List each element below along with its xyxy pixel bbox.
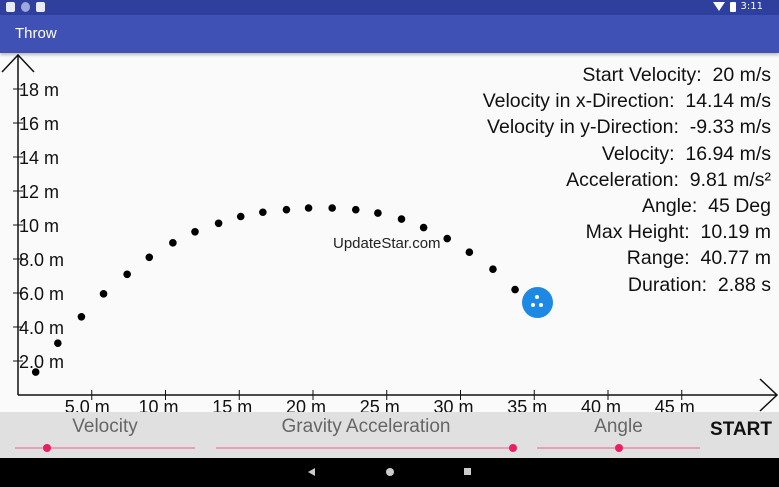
ball-dot bbox=[534, 294, 539, 299]
sim-icon bbox=[36, 2, 45, 12]
x-axis-arrow bbox=[759, 378, 779, 412]
x-tick-label: 15 m bbox=[212, 397, 252, 412]
info-velocity: Velocity: 16.94 m/s bbox=[601, 142, 771, 165]
navigation-bar bbox=[0, 458, 779, 487]
app-title: Throw bbox=[15, 25, 57, 42]
home-icon[interactable] bbox=[386, 468, 394, 476]
trajectory-point bbox=[54, 339, 62, 347]
notification-icon bbox=[6, 2, 15, 12]
watermark-text: UpdateStar.com bbox=[333, 235, 441, 252]
sync-icon bbox=[21, 2, 30, 12]
ball-dot bbox=[530, 302, 535, 307]
trajectory-point bbox=[511, 285, 519, 294]
x-tick-label: 10 m bbox=[139, 397, 179, 412]
angle-slider-thumb[interactable] bbox=[614, 444, 623, 452]
x-tick-label: 30 m bbox=[434, 397, 474, 412]
trajectory-point bbox=[397, 215, 406, 223]
app-bar: Throw bbox=[0, 15, 779, 53]
y-tick-label: 12 m bbox=[19, 182, 59, 202]
y-tick-label: 2.0 m bbox=[19, 352, 64, 372]
trajectory-point bbox=[465, 248, 474, 256]
angle-label: Angle bbox=[594, 416, 643, 437]
trajectory-point bbox=[443, 234, 452, 243]
plot-canvas: 5.0 m 10 m 15 m 20 m 25 m 30 m 35 m 40 m 45 m 2.0… bbox=[0, 53, 779, 412]
wifi-icon bbox=[712, 2, 725, 11]
status-bar: 3:11 bbox=[0, 0, 779, 15]
back-icon[interactable] bbox=[308, 468, 315, 476]
trajectory-point bbox=[214, 219, 223, 228]
info-duration: Duration: 2.88 s bbox=[627, 273, 771, 296]
x-tick-label: 5.0 m bbox=[65, 397, 110, 412]
trajectory-point bbox=[191, 228, 199, 236]
gravity-slider[interactable] bbox=[216, 444, 517, 452]
trajectory-point bbox=[374, 209, 382, 217]
trajectory-point bbox=[282, 205, 291, 214]
y-tick-label: 4.0 m bbox=[19, 318, 64, 338]
velocity-slider-thumb[interactable] bbox=[43, 444, 52, 452]
projectile-ball[interactable] bbox=[521, 286, 553, 318]
y-tick-label: 8.0 m bbox=[19, 250, 64, 270]
y-axis-arrow bbox=[1, 53, 35, 73]
trajectory-point bbox=[489, 265, 497, 273]
trajectory-chart: 5.0 m 10 m 15 m 20 m 25 m 30 m 35 m 40 m 45 m 2.0… bbox=[1, 53, 779, 412]
y-tick-label: 10 m bbox=[19, 216, 59, 236]
velocity-slider[interactable] bbox=[15, 444, 195, 452]
ball-dot bbox=[538, 302, 543, 307]
y-tick-label: 14 m bbox=[19, 148, 59, 168]
info-velocity-y: Velocity in y-Direction: -9.33 m/s bbox=[487, 116, 771, 139]
x-tick-label: 35 m bbox=[507, 397, 547, 412]
trajectory-point bbox=[419, 223, 428, 232]
recents-icon[interactable] bbox=[464, 468, 471, 475]
x-tick-label: 20 m bbox=[286, 397, 326, 412]
velocity-label: Velocity bbox=[72, 416, 138, 437]
y-tick-label: 18 m bbox=[19, 80, 59, 100]
info-panel: Start Velocity: 20 m/s Velocity in x-Dir… bbox=[483, 62, 771, 298]
x-tick-label: 40 m bbox=[581, 397, 621, 412]
trajectory-point bbox=[236, 212, 245, 221]
trajectory-point bbox=[351, 205, 360, 214]
info-start-velocity: Start Velocity: 20 m/s bbox=[582, 64, 771, 86]
status-time: 3:11 bbox=[740, 1, 763, 12]
info-acceleration: Acceleration: 9.81 m/s² bbox=[566, 168, 771, 191]
trajectory-point bbox=[123, 270, 131, 279]
trajectory-point bbox=[169, 239, 177, 247]
trajectory-point bbox=[304, 204, 313, 212]
trajectory-point bbox=[77, 313, 86, 321]
trajectory-point bbox=[145, 253, 154, 262]
info-velocity-x: Velocity in x-Direction: 14.14 m/s bbox=[482, 90, 771, 113]
info-angle: Angle: 45 Deg bbox=[641, 195, 771, 218]
x-tick-label: 45 m bbox=[655, 397, 695, 412]
info-range: Range: 40.77 m bbox=[626, 247, 771, 270]
controls-bar: Velocity Gravity Acceleration Angle bbox=[0, 412, 779, 458]
y-tick-label: 6.0 m bbox=[19, 284, 64, 304]
start-button[interactable]: START bbox=[710, 419, 772, 440]
trajectory-point bbox=[328, 204, 336, 212]
info-max-height: Max Height: 10.19 m bbox=[585, 221, 771, 244]
angle-slider[interactable] bbox=[537, 444, 700, 452]
gravity-slider-thumb[interactable] bbox=[509, 444, 517, 452]
trajectory-point bbox=[31, 368, 40, 376]
gravity-label: Gravity Acceleration bbox=[281, 416, 451, 437]
y-tick-label: 16 m bbox=[19, 114, 59, 134]
trajectory-point bbox=[259, 208, 267, 217]
battery-icon bbox=[729, 1, 736, 12]
trajectory-point bbox=[99, 290, 108, 298]
x-tick-label: 25 m bbox=[360, 397, 400, 412]
